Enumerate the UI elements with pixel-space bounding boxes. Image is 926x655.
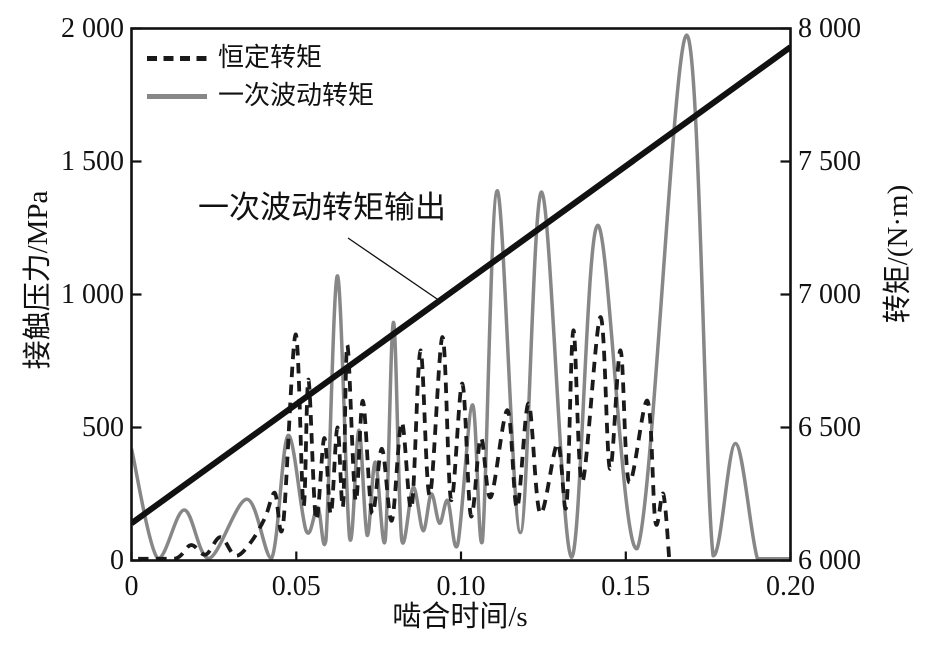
x-tick-label: 0.10 (436, 571, 486, 602)
y-right-tick-label: 8 000 (798, 12, 861, 44)
y-left-tick-label: 0 (110, 544, 124, 576)
x-tick-label: 0 (124, 571, 139, 602)
x-tick-label: 0.15 (601, 571, 651, 602)
dashed-line-sample-icon (147, 55, 207, 61)
series-1-line (138, 315, 672, 561)
legend-label-fluctuating-torque: 一次波动转矩 (218, 81, 375, 110)
legend: 恒定转矩 一次波动转矩 (147, 39, 374, 115)
series-3-line (131, 44, 791, 526)
legend-item-constant-torque: 恒定转矩 (147, 39, 374, 77)
legend-label-constant-torque: 恒定转矩 (218, 43, 323, 72)
y-right-tick-label: 7 000 (798, 278, 861, 310)
x-tick-label: 0.20 (766, 571, 815, 602)
right-axis-title: 转矩/(N·m) (882, 184, 914, 324)
x-axis-title: 啮合时间/s (392, 601, 528, 633)
x-tick-label: 0.05 (271, 571, 321, 602)
y-left-tick-label: 1 000 (61, 278, 124, 310)
legend-item-fluctuating-torque: 一次波动转矩 (147, 77, 374, 115)
y-left-tick-label: 500 (82, 411, 124, 443)
solid-line-sample-icon (147, 93, 207, 99)
y-left-tick-label: 1 500 (61, 145, 124, 177)
y-right-tick-label: 6 500 (798, 411, 861, 443)
annotation-label: 一次波动转矩输出 (198, 190, 446, 225)
y-left-tick-label: 2 000 (61, 12, 124, 44)
y-right-tick-label: 6 000 (798, 544, 861, 576)
axes-frame (130, 27, 792, 562)
y-right-tick-label: 7 500 (798, 145, 861, 177)
annotation-leader-line (347, 237, 441, 302)
